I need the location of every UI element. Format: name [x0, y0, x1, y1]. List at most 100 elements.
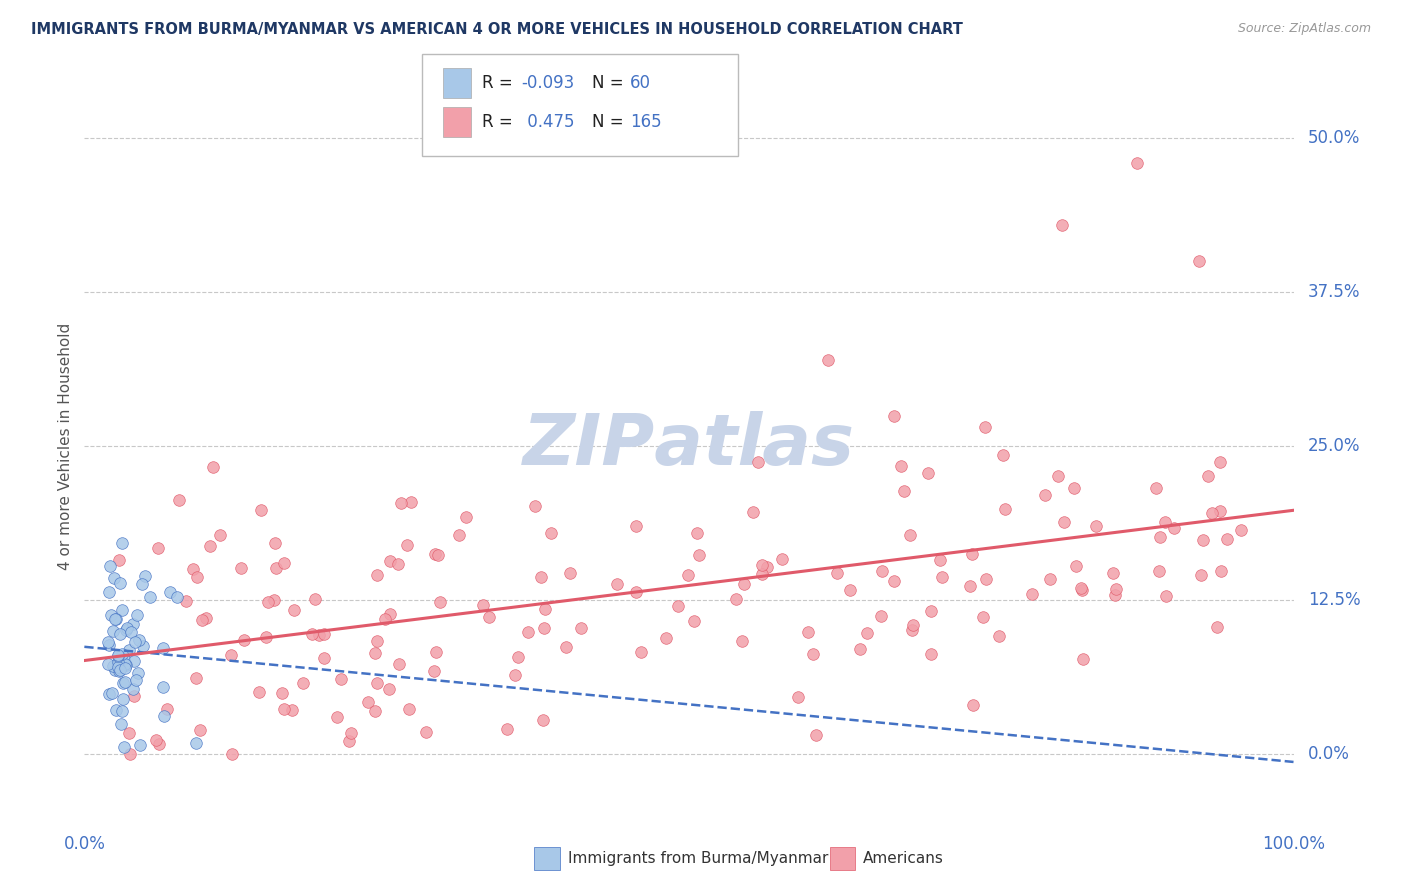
Point [893, 483, 915, 498]
Point [1154, 516, 1177, 530]
Text: N =: N = [592, 74, 628, 92]
Point [689, 548, 711, 562]
Point [301, 627, 323, 641]
Point [283, 603, 305, 617]
Point [266, 561, 288, 575]
Point [378, 607, 401, 621]
Point [146, 541, 169, 555]
Point [856, 626, 879, 640]
Point [849, 642, 872, 657]
Point [114, 675, 136, 690]
Point [98, 585, 121, 599]
Text: IMMIGRANTS FROM BURMA/MYANMAR VS AMERICAN 4 OR MORE VEHICLES IN HOUSEHOLD CORREL: IMMIGRANTS FROM BURMA/MYANMAR VS AMERICA… [31, 22, 963, 37]
Point [107, 660, 129, 674]
Point [292, 675, 315, 690]
Point [801, 647, 824, 661]
Point [1144, 481, 1167, 495]
Point [104, 703, 127, 717]
Point [974, 572, 997, 586]
Point [118, 643, 141, 657]
Point [98, 687, 121, 701]
Point [97, 657, 120, 671]
Point [122, 655, 145, 669]
Point [114, 661, 136, 675]
Point [131, 576, 153, 591]
Point [101, 624, 124, 638]
Point [1102, 566, 1125, 580]
Point [883, 409, 905, 423]
Text: -0.093: -0.093 [522, 74, 575, 92]
Point [186, 570, 208, 584]
Point [104, 612, 127, 626]
Point [152, 708, 174, 723]
Point [366, 634, 388, 648]
Point [751, 558, 773, 573]
Point [1147, 564, 1170, 578]
Point [100, 607, 122, 622]
Text: N =: N = [592, 113, 628, 131]
Point [221, 747, 243, 761]
Point [107, 648, 129, 663]
Point [1053, 515, 1076, 529]
Point [1104, 589, 1126, 603]
Point [1105, 582, 1128, 596]
Point [786, 690, 808, 705]
Point [107, 649, 129, 664]
Point [145, 732, 167, 747]
Point [415, 724, 437, 739]
Point [1039, 573, 1062, 587]
Point [558, 566, 581, 581]
Point [118, 747, 141, 761]
Point [263, 535, 285, 549]
Point [198, 539, 221, 553]
Point [399, 495, 422, 509]
Point [531, 713, 554, 727]
Text: 0.0%: 0.0% [1308, 745, 1350, 763]
Point [655, 631, 678, 645]
Point [166, 590, 188, 604]
Point [159, 585, 181, 599]
Point [1021, 587, 1043, 601]
Point [1084, 519, 1107, 533]
Point [107, 655, 129, 669]
Point [98, 559, 121, 574]
Point [263, 592, 285, 607]
Point [974, 420, 997, 434]
Point [959, 579, 981, 593]
Text: R =: R = [482, 74, 519, 92]
Point [423, 547, 446, 561]
Point [110, 704, 132, 718]
Point [1149, 530, 1171, 544]
Point [114, 657, 136, 671]
Point [247, 685, 270, 699]
Text: 0.0%: 0.0% [63, 835, 105, 853]
Point [111, 647, 134, 661]
Point [747, 455, 769, 469]
Point [870, 608, 893, 623]
Point [666, 599, 689, 613]
Point [112, 692, 135, 706]
Point [870, 565, 893, 579]
Point [478, 610, 501, 624]
Point [232, 633, 254, 648]
Point [329, 672, 352, 686]
Point [139, 590, 162, 604]
Point [254, 631, 277, 645]
Point [920, 603, 942, 617]
Text: 165: 165 [630, 113, 661, 131]
Point [111, 675, 134, 690]
Text: 100.0%: 100.0% [1263, 835, 1324, 853]
Point [117, 621, 139, 635]
Point [101, 686, 124, 700]
Point [398, 702, 420, 716]
Point [112, 651, 135, 665]
Point [110, 717, 132, 731]
Point [1188, 254, 1211, 268]
Point [156, 702, 179, 716]
Point [1064, 558, 1087, 573]
Point [337, 734, 360, 748]
Point [188, 723, 211, 737]
Point [456, 509, 478, 524]
Text: 60: 60 [630, 74, 651, 92]
Point [825, 566, 848, 581]
